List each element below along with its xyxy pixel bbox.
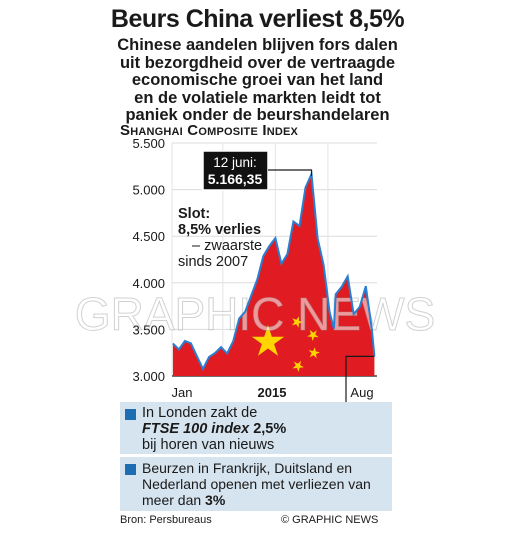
peak-date-label: 12 juni: xyxy=(213,155,257,170)
subtitle-line: uit bezorgdheid over de vertraagde xyxy=(119,53,396,72)
subtitle-line: economische groei van het land xyxy=(131,71,384,89)
slot-note-line: 8,5% verlies xyxy=(178,222,261,238)
info-text-part: Beurzen in Frankrijk, Duitsland en xyxy=(142,460,353,476)
peak-leader-line xyxy=(268,169,313,177)
y-tick-label: 5.500 xyxy=(132,136,165,151)
index-line xyxy=(172,170,376,372)
y-tick-label: 5.000 xyxy=(132,183,165,198)
x-tick-label: 2015 xyxy=(258,385,287,400)
slot-note-line: – zwaarste xyxy=(192,238,262,254)
info-text-part: meer dan xyxy=(142,492,206,508)
credit: © GRAPHIC NEWS xyxy=(281,514,379,526)
info-box-europe: Beurzen in Frankrijk, Duitsland en Neder… xyxy=(120,457,392,511)
bullet-icon xyxy=(125,464,136,475)
info-text-part: Nederland openen met verliezen van xyxy=(142,476,371,492)
bullet-icon xyxy=(125,409,136,420)
subtitle-line: en de volatiele markten leidt tot xyxy=(134,88,381,107)
y-tick-label: 3.000 xyxy=(132,369,165,384)
x-tick-label: Jan xyxy=(172,385,193,400)
y-tick-label: 4.500 xyxy=(132,229,165,244)
slot-note-line: sinds 2007 xyxy=(178,254,248,270)
flag-star xyxy=(292,316,303,328)
y-tick-label: 3.500 xyxy=(132,322,165,337)
watermark: GRAPHIC NEWS xyxy=(75,288,435,340)
source-note: Bron: Persbureaus xyxy=(120,514,212,526)
info-box-london: In Londen zakt de FTSE 100 index 2,5% bi… xyxy=(120,402,392,454)
flag-star xyxy=(308,347,320,359)
peak-label-box xyxy=(202,150,269,191)
subtitle-line: paniek onder de beurshandelaren xyxy=(125,106,390,124)
chart-title: Shanghai Composite Index xyxy=(120,122,299,139)
slot-note-line: Slot: xyxy=(178,206,210,222)
info-index-name: FTSE 100 index xyxy=(142,421,250,437)
y-tick-label: 4.000 xyxy=(132,276,165,291)
closing-note: Slot: 8,5% verlies – zwaarste sinds 2007 xyxy=(178,206,262,270)
info-text-part: bij horen van nieuws xyxy=(142,437,275,453)
subtitle-line: Chinese aandelen blijven fors dalen xyxy=(117,36,398,54)
page-title: Beurs China verliest 8,5% xyxy=(110,5,405,33)
info-text-part: In Londen zakt de xyxy=(142,405,258,421)
peak-value-label: 5.166,35 xyxy=(208,171,263,187)
flag-star xyxy=(292,360,304,372)
x-tick-label: Aug xyxy=(350,385,373,400)
flag-star xyxy=(307,329,319,341)
subtitle: Chinese aandelen blijven fors dalen uit … xyxy=(110,36,405,125)
low-leader-line xyxy=(345,355,375,410)
info-text: In Londen zakt de FTSE 100 index 2,5% bi… xyxy=(142,405,392,453)
info-percentage: 3% xyxy=(205,492,226,508)
info-percentage: 2,5% xyxy=(249,421,287,437)
info-text: Beurzen in Frankrijk, Duitsland en Neder… xyxy=(142,460,392,508)
flag-star xyxy=(251,325,285,356)
